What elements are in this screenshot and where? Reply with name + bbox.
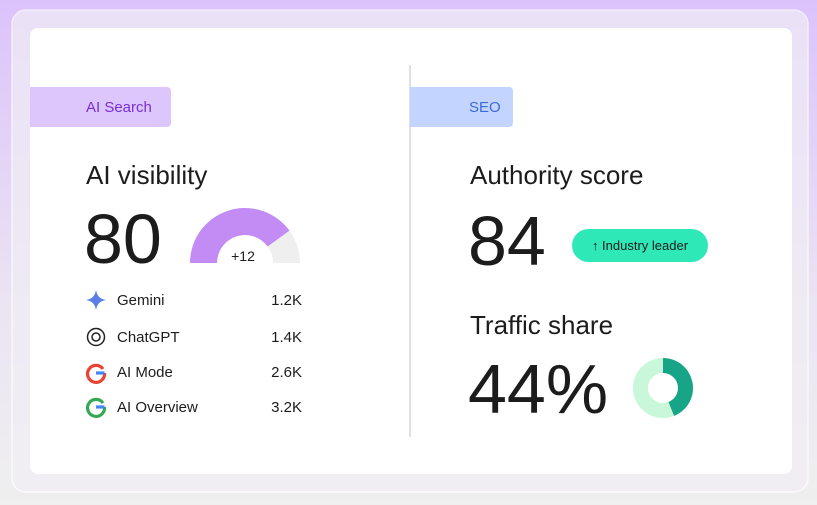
score: 84 bbox=[468, 202, 546, 280]
row-name: ChatGPT bbox=[117, 329, 180, 346]
row-name: Gemini bbox=[117, 292, 165, 309]
heading: Authority score bbox=[470, 160, 643, 190]
google-icon bbox=[85, 397, 107, 418]
gauge-fill bbox=[190, 208, 290, 263]
heading: AI visibility bbox=[86, 160, 207, 190]
gemini-icon bbox=[86, 290, 106, 310]
row-value: 3.2K bbox=[271, 399, 302, 416]
heading: Traffic share bbox=[470, 310, 613, 340]
google-icon bbox=[85, 363, 107, 384]
row-value: 2.6K bbox=[271, 364, 302, 381]
tag-bg bbox=[410, 87, 513, 127]
tag-bg bbox=[30, 87, 171, 127]
badge-text: ↑ Industry leader bbox=[592, 238, 689, 253]
donut-share bbox=[663, 358, 693, 416]
row-value: 1.2K bbox=[271, 292, 302, 309]
score: 80 bbox=[84, 200, 162, 278]
traffic-share: 44% bbox=[468, 350, 608, 428]
tag: SEO bbox=[469, 99, 501, 116]
tag: AI Search bbox=[86, 99, 152, 116]
change: +12 bbox=[231, 248, 255, 264]
card bbox=[30, 28, 792, 474]
badge bbox=[572, 229, 708, 262]
chatgpt-icon bbox=[86, 327, 106, 347]
row-name: AI Mode bbox=[117, 364, 173, 381]
row-name: AI Overview bbox=[117, 399, 198, 416]
row-value: 1.4K bbox=[271, 329, 302, 346]
